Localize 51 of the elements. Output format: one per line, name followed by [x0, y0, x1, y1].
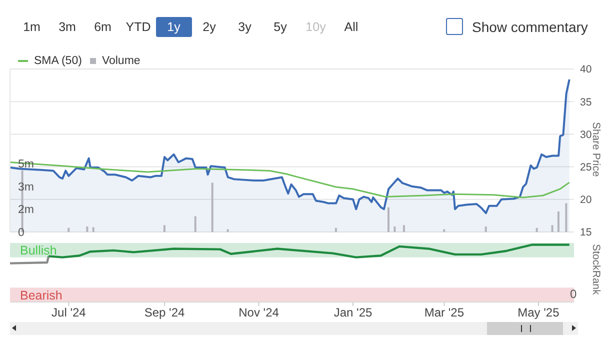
band-label: Bullish	[20, 244, 57, 258]
text: Show commentary	[472, 18, 588, 34]
text: 1y	[156, 17, 192, 37]
y2-tick-label: 2m	[18, 204, 34, 216]
bar	[388, 207, 390, 232]
bar	[484, 226, 487, 232]
y2-tick-label: 0	[18, 227, 24, 240]
band-label: Bearish	[20, 288, 62, 302]
text: 6m	[93, 19, 112, 36]
text: YTD	[124, 19, 152, 36]
bar	[334, 228, 337, 232]
bar	[394, 226, 396, 232]
y-tick-label: 35	[580, 96, 592, 108]
bar	[163, 225, 166, 232]
x-tick-label: Mar '25	[424, 306, 464, 320]
y-tick-label: 15	[580, 226, 592, 239]
bar	[551, 225, 554, 232]
bar	[565, 203, 568, 232]
bar	[443, 229, 446, 232]
bar	[536, 228, 538, 232]
y-tick-label: 25	[580, 162, 592, 174]
x-tick-label: May '25	[518, 306, 560, 320]
line-series	[10, 161, 570, 198]
bar	[68, 228, 70, 232]
text: All	[343, 19, 360, 36]
y-axis-title: StockRank	[590, 244, 602, 294]
y-tick-label: 20	[580, 194, 592, 206]
bar	[557, 211, 560, 232]
x-tick-label: Sep '24	[144, 306, 186, 320]
text: 3y	[237, 19, 252, 36]
y-tick-label: 40	[580, 64, 592, 76]
text: 10y	[304, 19, 327, 36]
bar	[86, 226, 88, 232]
x-tick-label: Nov '24	[238, 306, 280, 320]
bar	[211, 182, 214, 232]
text: 5y	[272, 19, 288, 36]
bar	[402, 225, 405, 232]
text: 1m	[22, 19, 42, 36]
x-tick-label: Jul '24	[52, 306, 86, 320]
y-axis-title: Share Price	[590, 122, 602, 176]
text: 2y	[202, 19, 217, 36]
text: 3m	[58, 19, 77, 36]
y2-tick-label: 3m	[18, 181, 34, 194]
y-tick-label: 30	[580, 128, 592, 141]
bar	[226, 229, 229, 232]
legend-label: SMA (50)	[34, 55, 82, 67]
x-tick-label: Jan '25	[334, 306, 373, 320]
legend-label: Volume	[102, 55, 140, 67]
annotation: 0	[570, 287, 577, 301]
bar	[194, 216, 196, 232]
bar	[92, 227, 94, 232]
